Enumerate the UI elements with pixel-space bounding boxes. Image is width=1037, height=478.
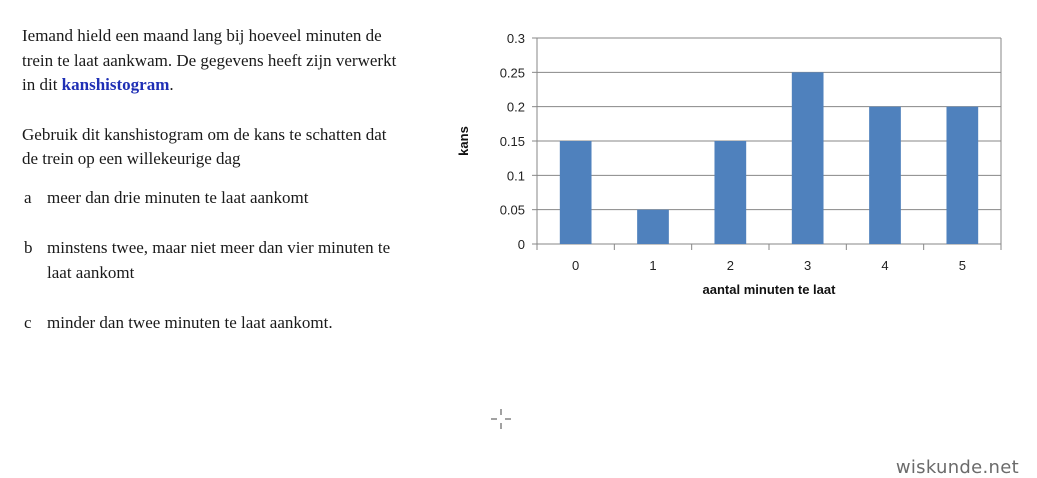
bar xyxy=(714,141,747,244)
y-tick-label: 0.3 xyxy=(507,31,525,46)
exercise-text: Iemand hield een maand lang bij hoeveel … xyxy=(22,24,402,336)
y-tick-label: 0.25 xyxy=(500,65,525,80)
intro-paragraph: Iemand hield een maand lang bij hoeveel … xyxy=(22,24,402,98)
instruction-paragraph: Gebruik dit kanshistogram om de kans te … xyxy=(22,124,387,169)
question-letter: a xyxy=(24,187,32,207)
bar xyxy=(869,106,901,245)
intro-text: Iemand hield een maand lang bij hoeveel … xyxy=(22,26,397,94)
y-tick-label: 0.2 xyxy=(507,100,525,115)
bar xyxy=(791,72,824,244)
bar xyxy=(946,106,979,245)
y-tick-label: 0.05 xyxy=(500,203,525,218)
x-tick-label: 0 xyxy=(572,258,579,273)
x-tick-label: 1 xyxy=(649,258,656,273)
question-text: minstens twee, maar niet meer dan vier m… xyxy=(47,238,391,282)
question-text: meer dan drie minuten te laat aankomt xyxy=(47,187,309,207)
question-c: c minder dan twee minuten te laat aankom… xyxy=(22,311,402,336)
x-axis-title: aantal minuten te laat xyxy=(703,282,837,297)
crosshair-cursor-icon xyxy=(491,409,511,429)
x-tick-label: 5 xyxy=(959,258,966,273)
bar xyxy=(559,141,592,244)
question-text: minder dan twee minuten te laat aankomt. xyxy=(47,313,333,332)
question-letter: c xyxy=(24,313,32,332)
y-tick-label: 0.1 xyxy=(507,168,525,183)
watermark: wiskunde.net xyxy=(895,457,1019,478)
chart-svg: 0 0.05 0.1 0.15 0.2 0.25 0.3 0 1 2 3 4 5 aantal minut… xyxy=(456,31,1002,297)
bar xyxy=(637,209,669,244)
x-tick-label: 4 xyxy=(881,258,888,273)
question-b: b minstens twee, maar niet meer dan vier… xyxy=(22,236,402,285)
x-tick-label: 3 xyxy=(804,258,811,273)
question-a: a meer dan drie minuten te laat aankomt xyxy=(22,186,402,211)
question-letter: b xyxy=(24,238,33,257)
probability-histogram: 0 0.05 0.1 0.15 0.2 0.25 0.3 0 1 2 3 4 5 aantal minut… xyxy=(450,22,1010,307)
intro-end: . xyxy=(169,75,174,94)
kanshistogram-link[interactable]: kanshistogram xyxy=(61,75,170,94)
y-axis-title: kans xyxy=(456,126,471,156)
y-tick-label: 0.15 xyxy=(500,134,525,149)
y-tick-label: 0 xyxy=(518,237,525,252)
x-tick-label: 2 xyxy=(727,258,734,273)
